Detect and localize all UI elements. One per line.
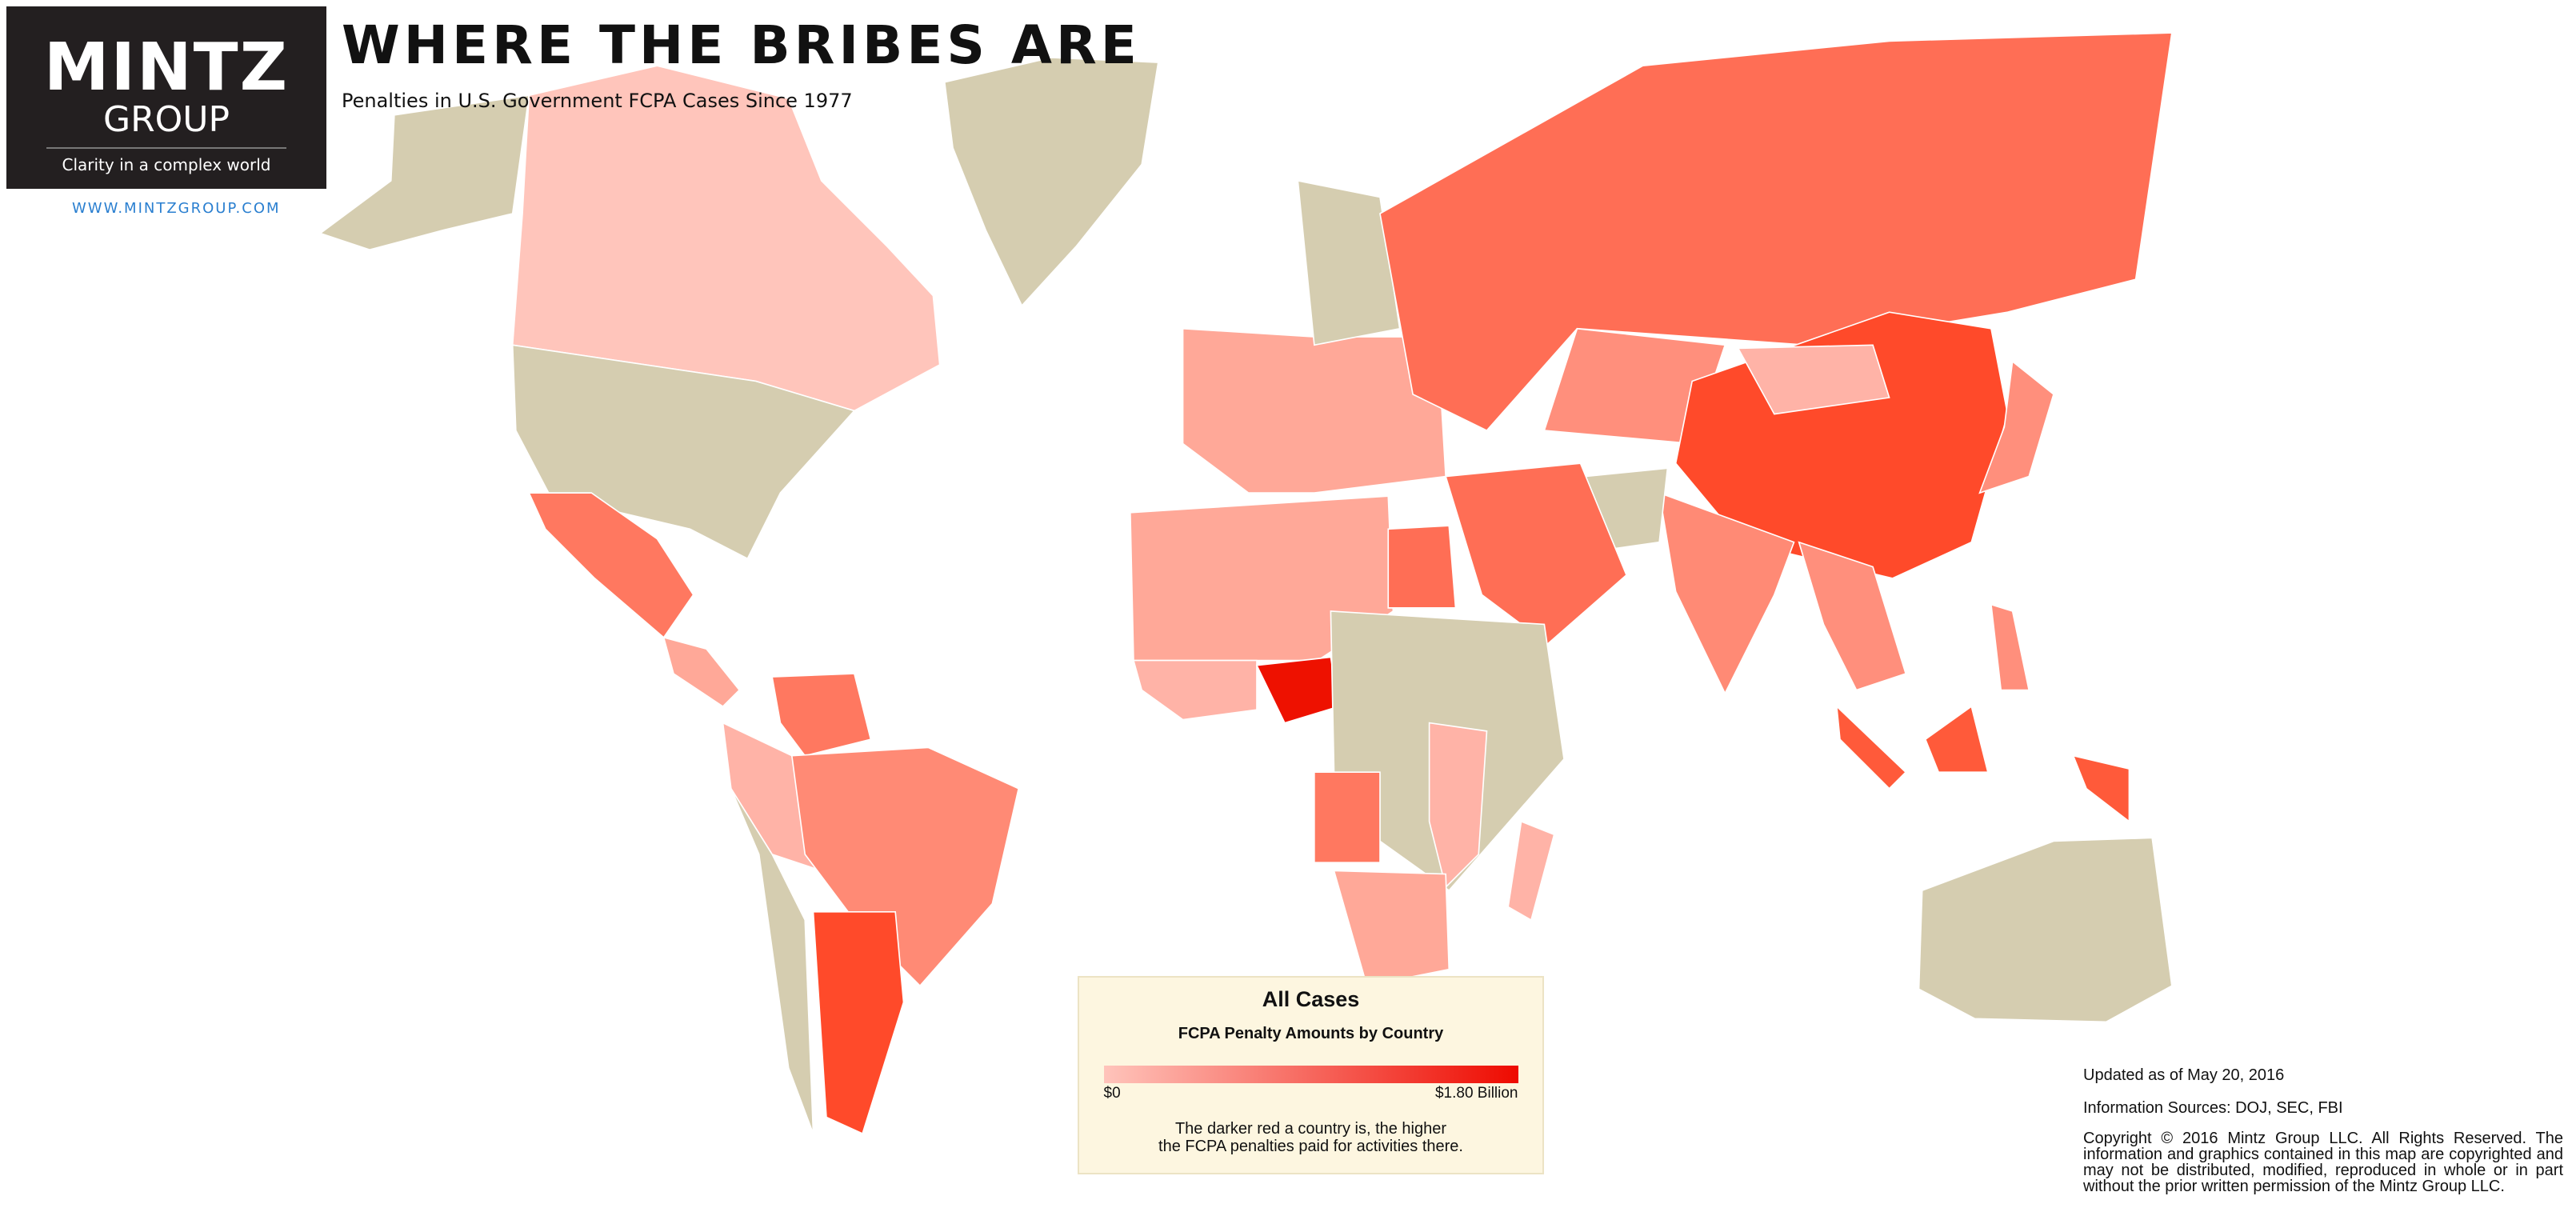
country [318,94,530,251]
legend-title: All Cases [1262,987,1360,1011]
country [2072,754,2130,823]
legend-min: $0 [1103,1085,1121,1102]
legend-ends: $0 $1.80 Billion [1104,1085,1518,1102]
logo-name: MINTZ [43,30,290,106]
sources: Information Sources: DOJ, SEC, FBI [2083,1099,2343,1117]
logo-sub: GROUP [102,99,230,140]
country [662,636,741,708]
legend-subtitle: FCPA Penalty Amounts by Country [1178,1025,1444,1042]
country [1379,32,2173,432]
country [1978,360,2054,494]
country [812,910,905,1135]
country [1445,462,1628,646]
country [1798,541,1907,691]
country [943,57,1159,307]
legend-max: $1.80 Billion [1434,1085,1518,1102]
legend-gradient [1103,1066,1518,1083]
country [511,65,941,412]
description-line: the FCPA penalties paid for activities t… [1158,1138,1463,1155]
country [527,492,694,639]
country [722,722,822,872]
country [1132,659,1258,721]
logo-tagline: Clarity in a complex world [62,155,271,174]
subtitle: Penalties in U.S. Government FCPA Cases … [342,90,853,112]
logo-rule [46,147,286,149]
country [790,746,1020,987]
website-link[interactable]: WWW.MINTZGROUP.COM [72,200,281,217]
title: WHERE THE BRIBES ARE [342,14,1141,76]
country [1918,837,2173,1023]
legend-description: The darker red a country is, the higher … [1079,1120,1542,1155]
country [1297,179,1401,346]
legend: All Cases FCPA Penalty Amounts by Countr… [1078,976,1544,1174]
description-line: The darker red a country is, the higher [1174,1120,1447,1138]
updated: Updated as of May 20, 2016 [2083,1066,2285,1084]
country [1835,704,1907,790]
country [1387,525,1457,609]
country [1314,771,1381,863]
country [1990,603,2030,691]
country [1924,705,1989,774]
countries [318,32,2173,1135]
country [1333,870,1450,987]
country [771,673,872,757]
country [1507,820,1555,922]
country [1658,491,1795,695]
country [1737,344,1890,415]
country [1428,722,1488,889]
copyright: Copyright © 2016 Mintz Group LLC. All Ri… [2083,1130,2563,1195]
country [730,788,814,1134]
country [1255,656,1340,724]
logo: MINTZ GROUP Clarity in a complex world [6,6,326,189]
